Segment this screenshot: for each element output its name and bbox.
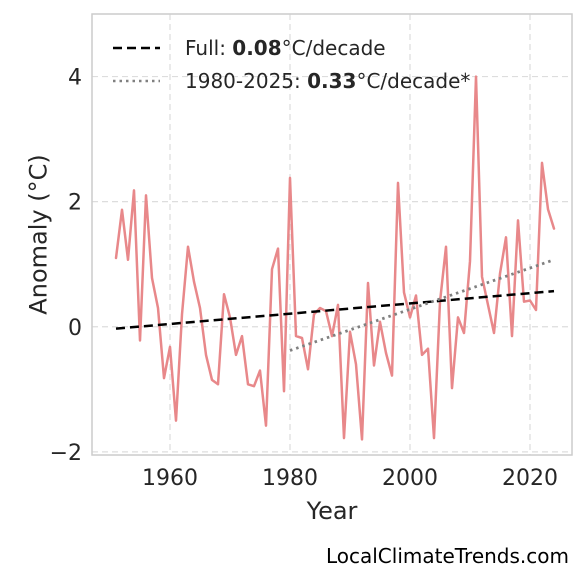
y-tick-label: 0 [68,316,82,341]
x-axis-title: Year [306,497,358,525]
x-tick-label: 2020 [502,466,558,491]
source-watermark: LocalClimateTrends.com [325,544,569,568]
y-ticks: −2 0 2 4 [50,66,82,466]
x-tick-label: 1960 [142,466,198,491]
x-tick-label: 2000 [382,466,438,491]
series-layer [114,75,556,441]
y-tick-label: 4 [68,66,82,91]
legend: Full: 0.08°C/decade 1980-2025: 0.33°C/dec… [113,36,470,93]
y-axis-title: Anomaly (°C) [24,154,52,314]
x-ticks: 1960 1980 2000 2020 [142,466,558,491]
trend-1980-2025-line [289,258,555,352]
y-tick-label: 2 [68,191,82,216]
series-anomaly-line [114,75,556,441]
trend-full-line [115,289,555,330]
plot-frame [91,13,573,456]
legend-label: 1980-2025: 0.33°C/decade* [185,69,470,93]
x-tick-label: 1980 [262,466,318,491]
legend-label: Full: 0.08°C/decade [185,36,386,60]
y-tick-label: −2 [50,441,82,466]
